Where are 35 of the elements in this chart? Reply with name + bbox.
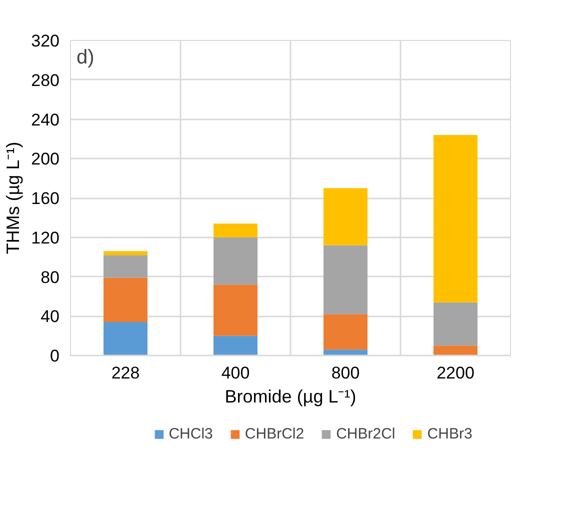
bar [104,255,148,278]
bar [434,135,478,302]
bar [214,237,258,285]
x-axis-title: Bromide (µg L⁻¹) [224,386,356,406]
bar [214,284,258,336]
bar [324,188,368,246]
y-tick-label: 120 [31,228,60,248]
x-tick-label: 400 [221,364,250,382]
y-tick-label: 240 [31,110,60,130]
legend-label: CHBrCl2 [244,426,304,442]
x-tick-label: 2200 [436,364,474,382]
y-tick-label: 40 [40,307,60,326]
legend-label: CHBr3 [427,426,472,442]
legend-label: CHBr2Cl [336,426,396,442]
bar [434,346,478,356]
annotation: d) [76,46,94,68]
bar [104,251,148,256]
bar [104,278,148,322]
y-tick-label: 0 [50,346,60,366]
bar [324,350,368,356]
y-axis-title: THMs (µg L⁻¹) [3,142,24,254]
bar [214,224,258,238]
y-tick-label: 160 [31,189,60,208]
legend-label: CHCl3 [168,426,213,442]
x-tick-label: 800 [331,364,360,382]
bar [214,336,258,356]
bar [324,245,368,314]
y-tick-label: 320 [31,32,60,50]
x-tick-label: 228 [111,364,140,382]
y-tick-label: 80 [40,268,60,287]
bar [104,322,148,356]
bar [434,302,478,346]
bar [324,314,368,350]
y-tick-label: 200 [31,150,60,169]
y-tick-label: 280 [31,70,60,90]
